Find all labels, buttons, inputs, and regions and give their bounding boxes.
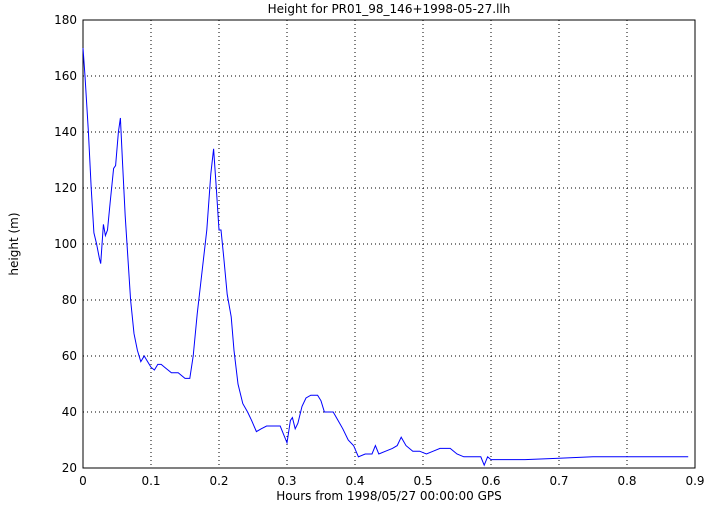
y-tick-label: 40 [62,405,77,419]
plot-frame [82,19,696,469]
y-tick-label: 160 [54,69,77,83]
x-tick-label: 0.1 [141,474,160,488]
x-tick-label: 0.8 [617,474,636,488]
y-tick-label: 20 [62,461,77,475]
x-tick-label: 0.3 [277,474,296,488]
x-tick-label: 0.2 [209,474,228,488]
y-tick-label: 100 [54,237,77,251]
y-tick-label: 180 [54,13,77,27]
data-line [82,47,689,467]
y-tick-label: 80 [62,293,77,307]
x-tick-label: 0.7 [549,474,568,488]
chart-title: Height for PR01_98_146+1998-05-27.llh [268,2,511,16]
y-tick-label: 140 [54,125,77,139]
x-tick-label: 0.5 [413,474,432,488]
x-tick-label: 0.4 [345,474,364,488]
y-axis-label: height (m) [7,212,21,275]
x-tick-label: 0.6 [481,474,500,488]
x-tick-label: 0.9 [685,474,704,488]
x-axis-label: Hours from 1998/05/27 00:00:00 GPS [276,489,502,503]
y-tick-label: 120 [54,181,77,195]
y-tick-label: 60 [62,349,77,363]
x-tick-label: 0 [79,474,87,488]
